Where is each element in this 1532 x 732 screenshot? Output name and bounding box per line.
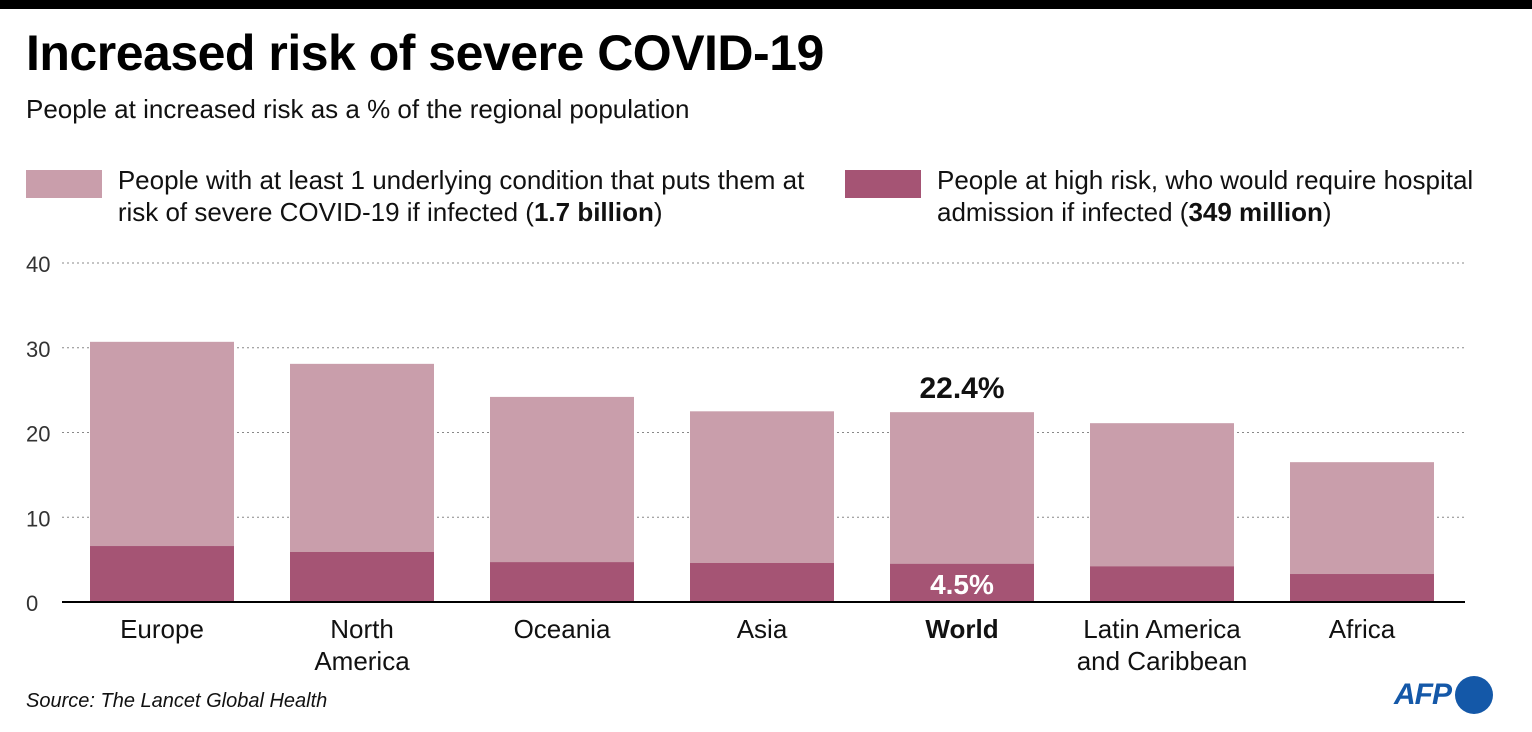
x-tick-label: and Caribbean (1077, 646, 1248, 676)
x-tick-label: America (314, 646, 410, 676)
data-label-world-total: 22.4% (919, 372, 1004, 405)
x-tick-label: North (330, 614, 394, 644)
bar-high-risk (1290, 574, 1434, 602)
legend-swatch-high-risk (845, 170, 921, 198)
afp-logo-dot (1455, 676, 1493, 714)
data-label-world-high-risk: 4.5% (930, 569, 994, 600)
x-tick-label: World (925, 614, 998, 644)
y-tick-label: 10 (26, 506, 50, 531)
x-tick-label: Oceania (514, 614, 611, 644)
source-note: Source: The Lancet Global Health (26, 690, 328, 712)
x-tick-label: Africa (1329, 614, 1396, 644)
legend-label-underlying: People with at least 1 underlying condit… (117, 165, 805, 227)
y-tick-label: 0 (26, 591, 38, 616)
bar-high-risk (90, 546, 234, 602)
y-tick-label: 40 (26, 252, 50, 277)
bar-high-risk (690, 563, 834, 602)
y-tick-label: 30 (26, 337, 50, 362)
x-tick-label: Latin America (1083, 614, 1241, 644)
bar-high-risk (890, 563, 1034, 602)
chart-title: Increased risk of severe COVID-19 (26, 25, 824, 81)
legend-label-high-risk: People at high risk, who would require h… (937, 165, 1474, 227)
top-bar (0, 0, 1532, 9)
chart-subtitle: People at increased risk as a % of the r… (26, 94, 690, 124)
legend-item-underlying: People with at least 1 underlying condit… (26, 164, 826, 228)
bar-high-risk (490, 562, 634, 602)
legend-swatch-underlying (26, 170, 102, 198)
afp-logo: AFP (1394, 676, 1493, 714)
bar-high-risk (1090, 566, 1234, 602)
legend-item-high-risk: People at high risk, who would require h… (845, 164, 1525, 228)
x-tick-label: Europe (120, 614, 204, 644)
afp-logo-text: AFP (1394, 678, 1452, 711)
bar-high-risk (290, 551, 434, 602)
y-tick-label: 20 (26, 422, 50, 447)
x-tick-label: Asia (737, 614, 788, 644)
